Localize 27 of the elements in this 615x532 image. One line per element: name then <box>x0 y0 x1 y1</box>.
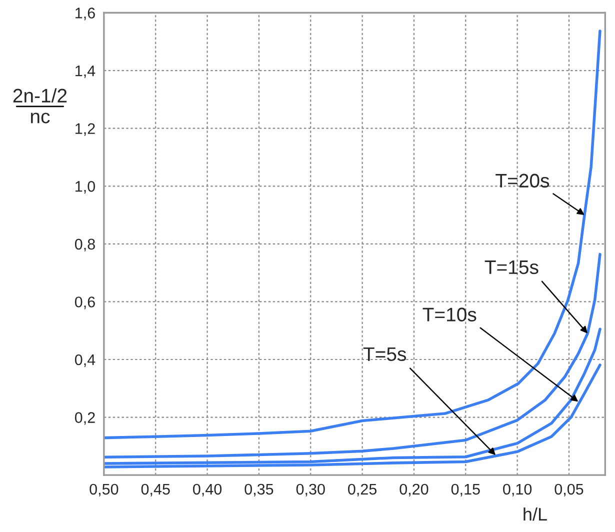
x-tick-label: 0,25 <box>348 484 377 496</box>
y-tick-label: 1,6 <box>76 8 95 20</box>
line-series <box>104 252 602 459</box>
annotation: T=10s <box>422 308 476 322</box>
x-tick-label: 0,40 <box>193 484 222 496</box>
y-tick-label: 0,4 <box>74 354 96 367</box>
y-tick-label: 1,0 <box>76 181 96 194</box>
annotation: T=20s <box>496 174 550 188</box>
x-tick-label: 0,05 <box>554 484 584 496</box>
x-tick-label: 0,35 <box>244 484 274 496</box>
line-series <box>104 30 602 440</box>
x-axis-title: h/L <box>524 507 547 521</box>
y-tick-label: 1,2 <box>76 123 95 136</box>
x-tick-label: 0,20 <box>400 484 428 496</box>
line-series <box>104 328 602 465</box>
annotation: T=15s <box>484 260 538 274</box>
x-tick-label: 0,15 <box>451 484 480 496</box>
y-tick-label: 0,8 <box>74 238 95 252</box>
annotation: T=5s <box>363 347 406 362</box>
y-axis-title: 2n-1/2 nc <box>13 88 67 124</box>
x-tick-label: 0,30 <box>296 484 325 496</box>
y-tick-label: 1,4 <box>76 66 96 78</box>
x-tick-label: 0,10 <box>503 484 532 496</box>
x-tick-label: 0,45 <box>141 484 170 496</box>
y-tick-label: 0,2 <box>74 412 95 425</box>
y-tick-label: 0,6 <box>74 296 95 310</box>
x-tick-label: 0,50 <box>90 484 118 496</box>
